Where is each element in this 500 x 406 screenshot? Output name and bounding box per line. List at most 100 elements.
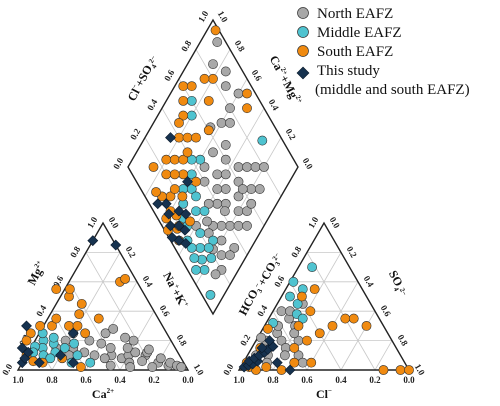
cation-point-middle — [59, 343, 70, 353]
diamond-gridline — [161, 78, 248, 227]
anion-right-label-part: 2− — [398, 287, 409, 297]
anion-right-label-part: 4 — [392, 286, 401, 293]
diamond-left-label-part: 2− — [147, 54, 158, 64]
anion-point-south — [361, 320, 372, 331]
cation-point-north — [125, 362, 136, 372]
anion-right-label-part: SO — [386, 268, 406, 289]
anion-point-this_study — [284, 364, 296, 376]
diamond-point-this_study — [160, 198, 172, 210]
anion-point-south — [262, 323, 273, 334]
diamond-point-middle — [206, 253, 217, 264]
cation-tick-right: 0.2 — [124, 245, 139, 260]
diamond-point-north — [254, 184, 265, 194]
anion-tick-bottom: 0.8 — [267, 375, 279, 385]
anion-point-south — [314, 328, 325, 339]
cation-point-north — [176, 362, 187, 372]
diamond-point-this_study — [182, 176, 193, 188]
anion-point-north — [289, 328, 300, 339]
cation-point-south — [35, 320, 45, 331]
cation-tick-left: 0.8 — [68, 244, 83, 259]
diamond-point-middle — [195, 154, 206, 165]
cation-tick-bottom: 0.6 — [80, 375, 92, 385]
cation-point-this_study — [21, 320, 32, 332]
diamond-point-south — [178, 95, 189, 106]
diamond-point-middle — [208, 235, 218, 246]
anion-point-south — [327, 320, 338, 331]
diamond-point-north — [242, 206, 252, 216]
cation-gridline — [85, 252, 155, 371]
cation-tick-bottom: 0.0 — [182, 375, 194, 385]
anion-tick-left: 0.8 — [289, 244, 304, 259]
diamond-point-middle — [186, 95, 197, 106]
diamond-tick-right: 0.2 — [284, 127, 299, 142]
diamond-point-middle — [186, 184, 197, 194]
diamond-point-north — [216, 118, 227, 128]
cation-point-north — [143, 344, 154, 355]
diamond-point-north — [242, 162, 252, 172]
cation-bottom-label-part: Ca — [92, 387, 107, 401]
cation-point-south — [120, 273, 130, 284]
diamond-point-south — [182, 147, 193, 158]
cation-tick-right: 0.4 — [141, 274, 156, 289]
diamond-point-middle — [203, 242, 214, 253]
diamond-point-this_study — [166, 232, 178, 243]
anion-point-south — [302, 335, 312, 346]
cation-point-north — [84, 335, 95, 346]
cation-left-label-part: 2+ — [33, 259, 44, 269]
diamond-point-north — [225, 220, 235, 231]
cation-point-north — [96, 338, 107, 349]
cation-point-south — [51, 313, 62, 324]
cation-point-south — [76, 362, 86, 372]
diamond-point-north — [229, 242, 240, 253]
anion-point-middle — [288, 276, 299, 287]
diamond-point-north — [220, 154, 231, 165]
anion-point-north — [297, 357, 308, 368]
diamond-tick-left: 0.8 — [179, 38, 194, 53]
legend-label-this_study-line2: (middle and south EAFZ) — [315, 82, 470, 98]
anion-point-south — [309, 284, 320, 295]
cation-point-north — [155, 353, 166, 364]
anion-point-north — [276, 335, 287, 346]
diamond-point-north — [242, 220, 252, 231]
diamond-left-label-part: − — [130, 83, 139, 90]
diamond-point-north — [225, 118, 235, 128]
anion-point-south — [404, 365, 414, 375]
diamond-point-middle — [186, 110, 197, 121]
diamond-point-south — [178, 110, 189, 121]
diamond-point-north — [216, 250, 227, 261]
diamond-right-label-part: 2+ — [279, 66, 290, 76]
legend-marker-south — [297, 45, 309, 57]
cation-point-this_study — [33, 357, 45, 369]
diamond-point-south — [151, 187, 161, 197]
legend-marker-north — [297, 7, 309, 19]
anion-point-south — [296, 291, 307, 302]
diamond-point-south — [161, 169, 172, 180]
cation-point-north — [128, 335, 139, 346]
diamond-point-north — [210, 269, 221, 280]
diamond-point-north — [220, 169, 231, 180]
frame-layer — [16, 18, 411, 371]
cation-point-south — [93, 313, 104, 324]
anion-point-south — [306, 357, 317, 368]
legend-label-north: North EAFZ — [317, 6, 393, 22]
cation-point-middle — [85, 357, 96, 368]
cation-point-this_study — [110, 239, 122, 251]
anion-point-north — [276, 306, 287, 317]
diamond-point-south — [174, 118, 184, 128]
anion-tick-bottom: 0.6 — [301, 375, 313, 385]
anion-point-south — [293, 320, 304, 331]
diamond-point-north — [246, 184, 257, 194]
diamond-point-middle — [191, 206, 201, 216]
diamond-point-north — [233, 176, 244, 187]
cation-point-this_study — [87, 235, 99, 247]
cation-left-label-part: Mg — [24, 265, 44, 287]
anion-tick-left: 1.0 — [306, 215, 321, 230]
diamond-point-north — [216, 235, 227, 246]
legend: North EAFZ Middle EAFZ South EAFZ This stud… — [296, 6, 470, 98]
cation-point-north — [120, 332, 130, 343]
legend-label-south: South EAFZ — [317, 44, 393, 60]
diamond-point-south — [148, 162, 159, 172]
anion-point-south — [340, 313, 351, 324]
cation-point-north — [108, 323, 119, 334]
diamond-point-south — [178, 81, 189, 92]
